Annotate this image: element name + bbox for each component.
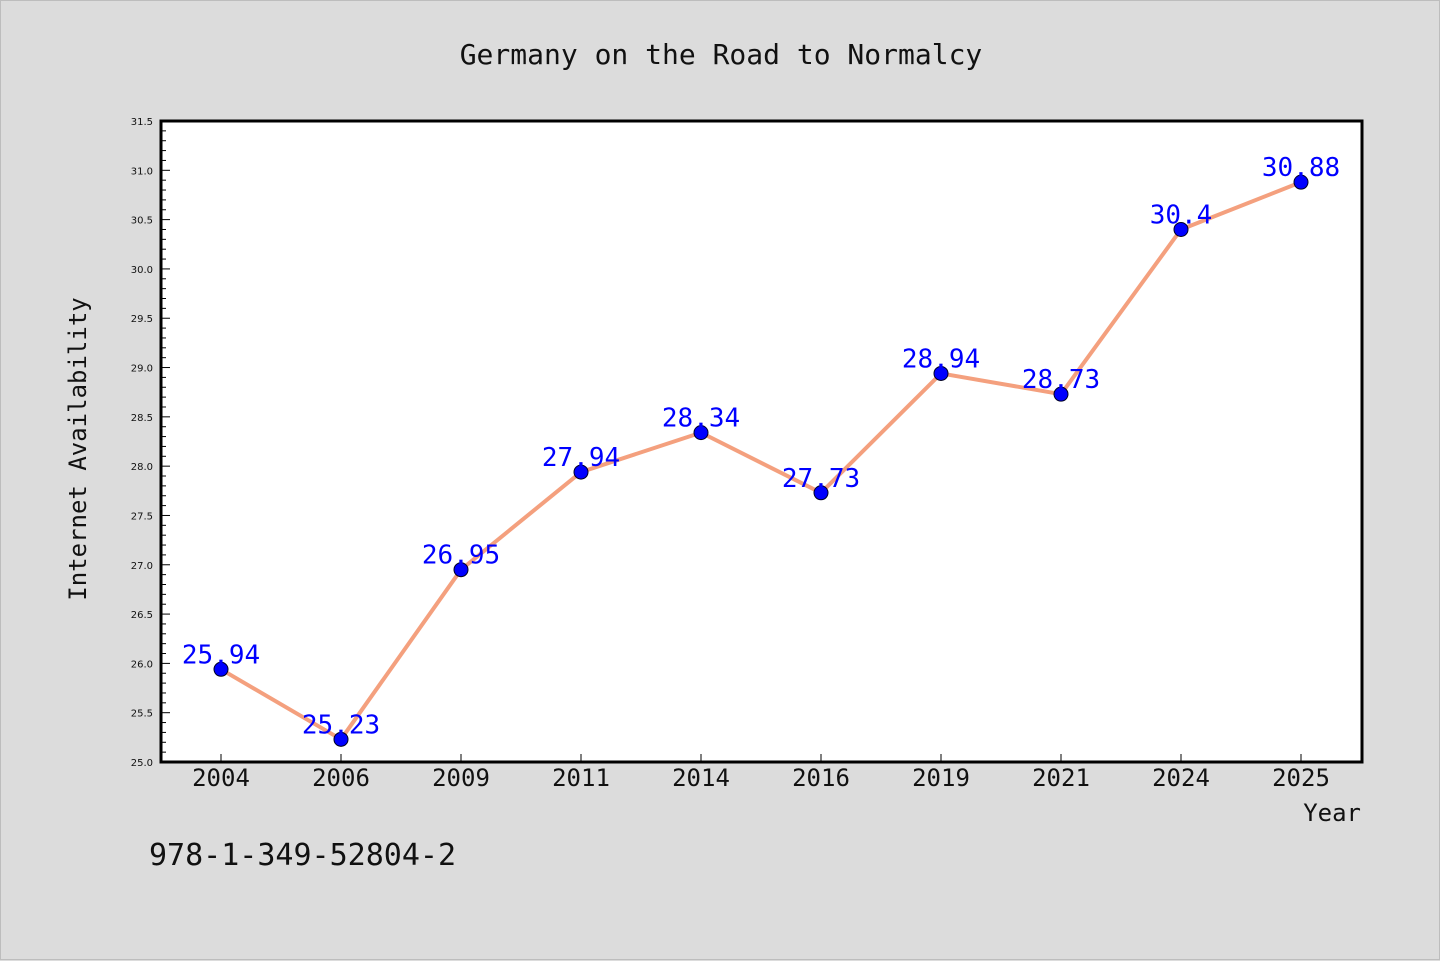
footer-text: 978-1-349-52804-2 xyxy=(149,838,456,873)
y-tick-label: 30.5 xyxy=(131,216,153,227)
data-label: 28.94 xyxy=(902,344,980,374)
data-point xyxy=(933,365,949,381)
y-tick-label: 27.5 xyxy=(131,511,153,522)
data-point xyxy=(1053,386,1069,402)
x-axis: 2004 2006 2009 2011 2014 2016 2019 2021 2024 2025 xyxy=(192,754,1330,792)
y-tick-label: 28.0 xyxy=(131,462,153,473)
x-tick-label: 2024 xyxy=(1152,764,1210,792)
x-tick-label: 2006 xyxy=(312,764,370,792)
data-point xyxy=(333,731,349,747)
y-tick-label: 26.5 xyxy=(131,610,153,621)
data-label: 26.95 xyxy=(422,541,500,571)
x-tick-label: 2016 xyxy=(792,764,850,792)
y-tick-label: 25.0 xyxy=(131,758,153,769)
x-tick-label: 2009 xyxy=(432,764,490,792)
y-tick-label: 28.5 xyxy=(131,413,153,424)
data-point xyxy=(453,562,469,578)
data-label: 28.34 xyxy=(662,404,740,434)
series-layer: 25.94 25.23 26.95 27.94 28.34 27.73 28.94 28.73… xyxy=(182,153,1340,747)
chart-title: Germany on the Road to Normalcy xyxy=(460,38,983,71)
y-tick-label: 27.0 xyxy=(131,561,153,572)
data-label: 28.73 xyxy=(1022,365,1100,395)
data-label: 25.94 xyxy=(182,640,260,670)
y-axis-title: Internet Availability xyxy=(64,297,92,600)
data-point xyxy=(813,485,829,501)
plot-area xyxy=(159,119,1364,764)
data-point xyxy=(213,661,229,677)
series-line xyxy=(219,180,1302,742)
y-tick-label: 31.5 xyxy=(131,117,153,128)
data-label: 25.23 xyxy=(302,710,380,740)
data-label: 30.4 xyxy=(1150,200,1213,230)
data-point xyxy=(693,425,709,441)
y-tick-label: 31.0 xyxy=(131,166,153,177)
data-label: 27.94 xyxy=(542,443,620,473)
data-label: 27.73 xyxy=(782,464,860,494)
data-point xyxy=(1293,174,1309,190)
data-point xyxy=(573,464,589,480)
x-tick-label: 2004 xyxy=(192,764,250,792)
y-tick-label: 26.0 xyxy=(131,659,153,670)
y-tick-label: 29.0 xyxy=(131,364,153,375)
y-tick-label: 30.0 xyxy=(131,265,153,276)
x-tick-label: 2011 xyxy=(552,764,610,792)
y-tick-label: 29.5 xyxy=(131,314,153,325)
x-tick-label: 2014 xyxy=(672,764,730,792)
data-point xyxy=(1173,221,1189,237)
y-axis: 25.0 25.5 26.0 26.5 27.0 27.5 28.0 28.5 29.0 29.5… xyxy=(131,117,170,769)
x-tick-label: 2019 xyxy=(912,764,970,792)
x-tick-label: 2025 xyxy=(1272,764,1330,792)
y-tick-label: 25.5 xyxy=(131,709,153,720)
x-tick-label: 2021 xyxy=(1032,764,1090,792)
data-label: 30.88 xyxy=(1262,153,1340,183)
x-axis-title: Year xyxy=(1303,799,1361,827)
